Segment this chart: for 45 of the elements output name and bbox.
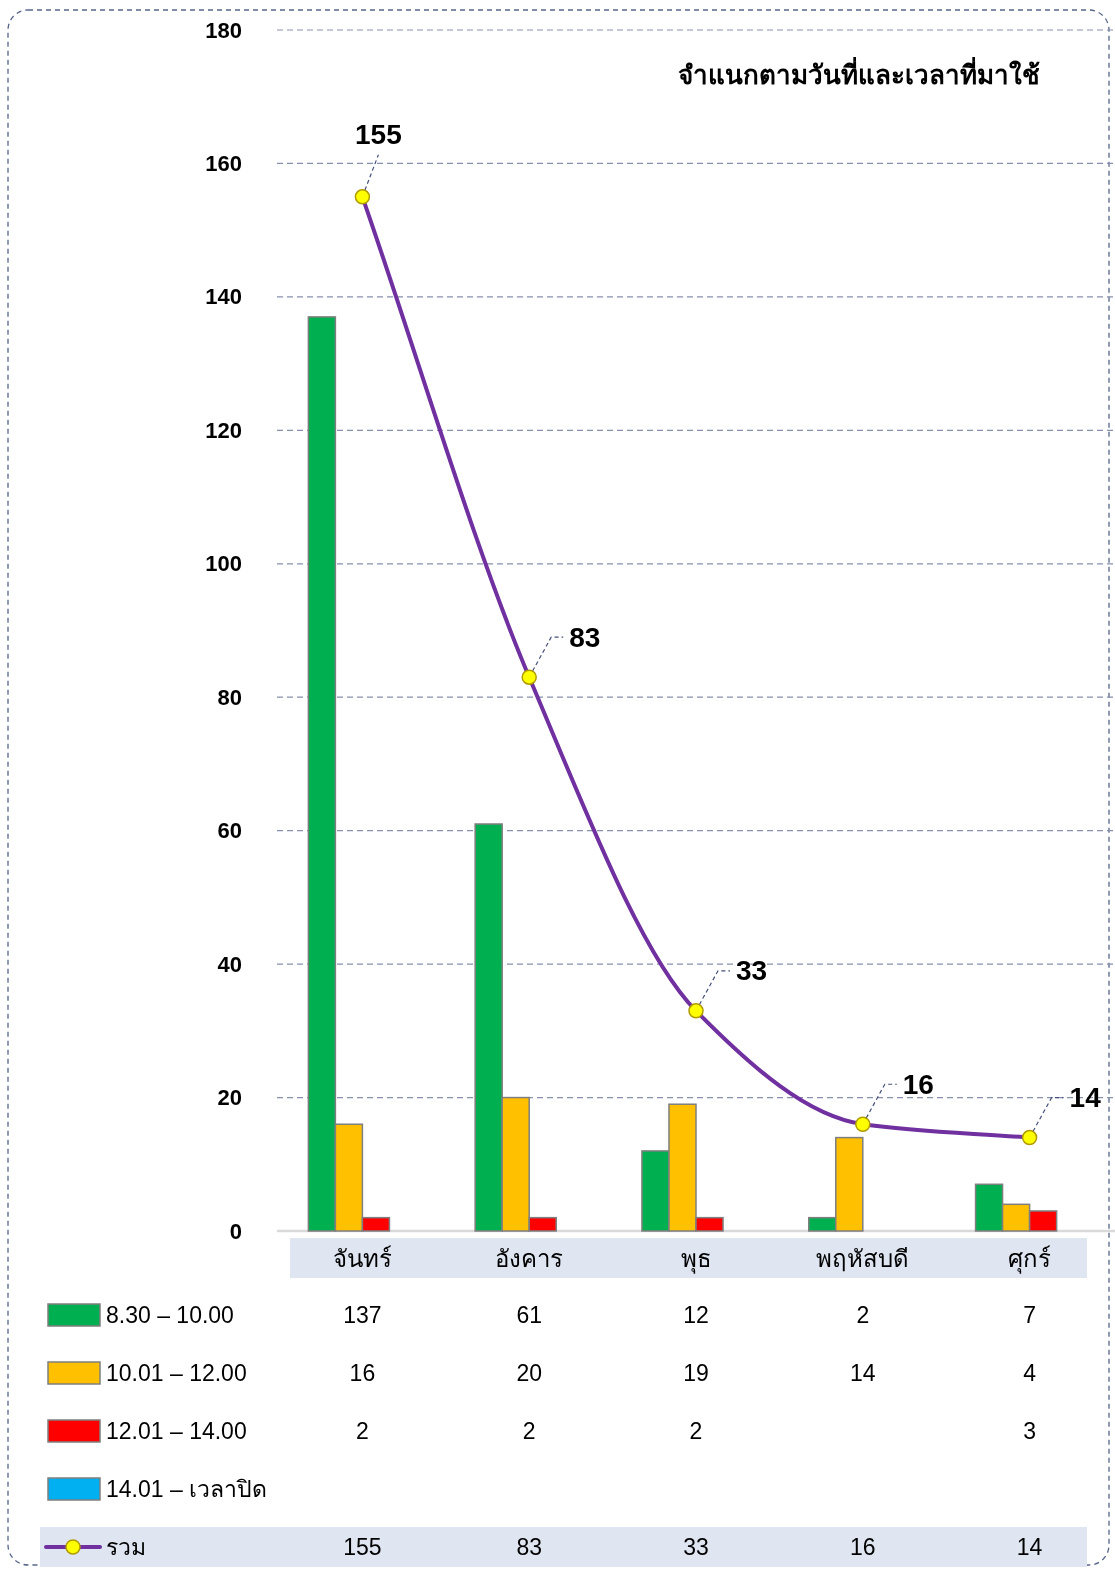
legend-label: 14.01 – เวลาปิด	[106, 1476, 268, 1502]
data-label: 12	[683, 1302, 709, 1328]
y-tick-label: 100	[205, 551, 242, 577]
x-tick-label: จันทร์	[332, 1244, 392, 1272]
x-tick-label: ศุกร์	[1008, 1244, 1052, 1274]
legend-label: 8.30 – 10.00	[106, 1302, 234, 1328]
data-label: 2	[856, 1302, 870, 1328]
annotation: 155	[355, 119, 402, 151]
y-tick-label: 0	[229, 1218, 242, 1244]
data-label: 4	[1023, 1360, 1037, 1386]
annotation: 14	[1069, 1082, 1102, 1114]
data-label: 16	[349, 1360, 376, 1386]
legend-label: 10.01 – 12.00	[106, 1360, 247, 1386]
text: จำแนกตามวันที่และเวลาที่มาใช้	[678, 56, 1040, 90]
y-tick-label: 80	[217, 684, 242, 710]
y-tick-label: 120	[205, 417, 242, 443]
y-tick-label: 180	[205, 17, 242, 43]
data-label: 16	[850, 1534, 876, 1560]
y-tick-label: 140	[205, 284, 242, 310]
data-label: 20	[516, 1360, 542, 1386]
data-label: 137	[343, 1302, 382, 1328]
legend-label: รวม	[106, 1534, 146, 1560]
data-label: 14	[1016, 1534, 1043, 1560]
y-tick-label: 40	[217, 951, 242, 977]
data-label: 2	[356, 1418, 369, 1444]
data-label: 7	[1023, 1302, 1036, 1328]
y-tick-label: 60	[217, 818, 242, 844]
data-label: 61	[516, 1302, 542, 1328]
annotation: 83	[569, 621, 601, 653]
data-label: 83	[516, 1534, 542, 1560]
data-label: 33	[683, 1534, 709, 1560]
legend-label: 12.01 – 14.00	[106, 1418, 247, 1444]
data-label: 2	[522, 1418, 536, 1444]
data-label: 3	[1023, 1418, 1036, 1444]
x-tick-label: อังคาร	[495, 1244, 564, 1272]
data-label: 19	[683, 1360, 709, 1386]
x-tick-label: พุธ	[680, 1244, 712, 1274]
y-tick-label: 160	[205, 150, 242, 176]
y-tick-label: 20	[217, 1085, 242, 1111]
data-label: 2	[689, 1418, 703, 1444]
x-tick-label: พฤหัสบดี	[816, 1244, 910, 1272]
data-label: 14	[850, 1360, 876, 1386]
data-label: 155	[343, 1534, 382, 1560]
annotation: 33	[736, 955, 768, 987]
annotation: 16	[902, 1068, 934, 1100]
